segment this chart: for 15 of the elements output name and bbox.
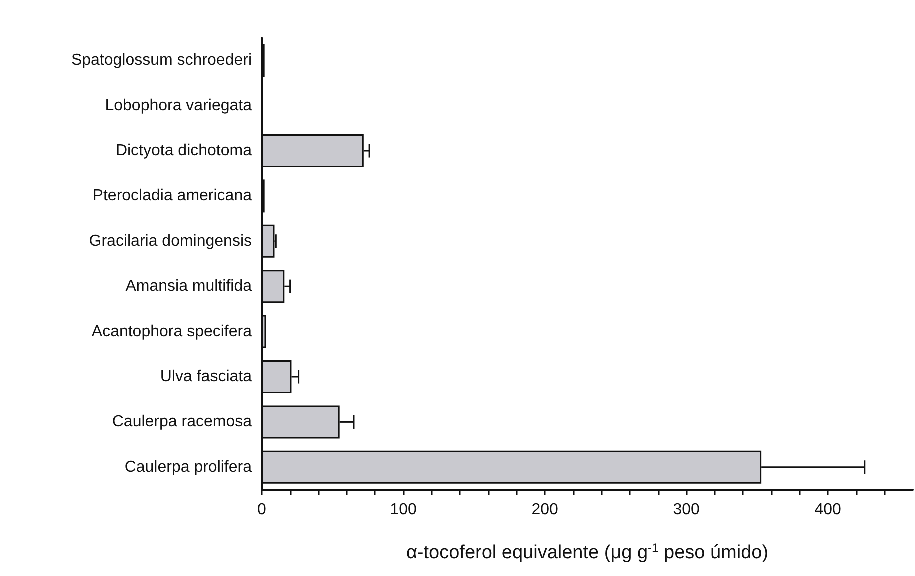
y-tick-label: Amansia multifida <box>126 278 252 296</box>
y-tick-label: Ulva fasciata <box>160 368 252 386</box>
y-tick-label: Acantophora specifera <box>92 323 252 340</box>
y-tick-label: Caulerpa prolifera <box>124 458 252 476</box>
y-tick-label: Spatoglossum schroederi <box>71 52 252 70</box>
y-tick-label: Lobophora variegata <box>105 97 252 114</box>
x-tick-label: 400 <box>814 502 842 518</box>
y-tick-label: Gracilaria domingensis <box>89 232 252 250</box>
x-tick-label: 200 <box>532 502 558 518</box>
y-tick-label: Pterocladia americana <box>92 188 252 205</box>
y-tick-label: Dictyota dichotoma <box>116 142 252 160</box>
x-tick-label: 100 <box>390 502 417 518</box>
x-tick-label: 300 <box>673 502 700 518</box>
x-tick-label: 0 <box>258 502 267 518</box>
y-tick-label: Caulerpa racemosa <box>112 414 252 431</box>
